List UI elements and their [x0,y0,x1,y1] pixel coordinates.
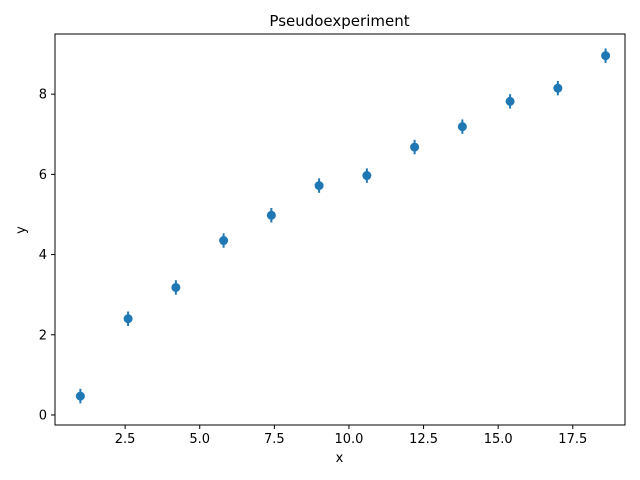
data-point [123,314,133,324]
data-point [410,142,420,152]
x-axis: 2.5 5.0 7.5 10.0 12.5 15.0 17.5 [115,425,587,447]
data-point [75,391,85,401]
plot-area [54,33,626,426]
chart-title: Pseudoexperiment [269,12,409,30]
plot-frame [54,33,626,426]
data-point [219,236,229,246]
data-point [171,282,181,292]
data-point [266,210,276,220]
data-point [553,83,563,93]
x-tick-label: 5.0 [189,432,210,447]
x-tick-label: 15.0 [484,432,513,447]
y-axis: 0 2 4 6 8 [39,88,55,423]
y-tick-label: 6 [39,168,47,183]
x-tick-label: 17.5 [558,432,587,447]
data-point [362,171,372,181]
data-point [505,96,515,106]
x-tick-label: 12.5 [409,432,438,447]
data-point [314,181,324,191]
y-tick-label: 2 [39,328,47,343]
data-points [75,48,611,404]
data-point [457,122,467,132]
x-tick-label: 10.0 [334,432,363,447]
y-tick-label: 8 [39,88,47,103]
x-axis-label: x [336,451,344,466]
data-point [601,51,611,61]
y-axis-label: y [14,226,29,234]
x-tick-label: 2.5 [115,432,136,447]
y-tick-label: 0 [39,408,47,423]
x-tick-label: 7.5 [264,432,285,447]
y-tick-label: 4 [39,248,47,263]
